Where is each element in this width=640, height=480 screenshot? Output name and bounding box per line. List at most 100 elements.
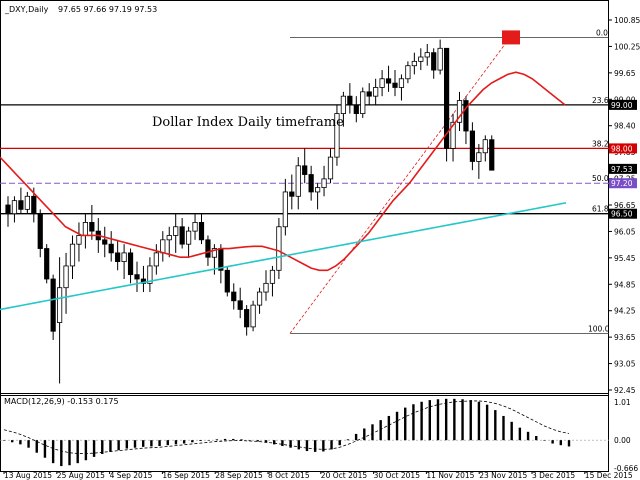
macd-hist-bar	[125, 440, 129, 449]
fib-level-label: 100.0	[588, 324, 610, 333]
y-tick-label: 94.25	[614, 307, 636, 316]
symbol-header: _DXY,Daily	[4, 5, 49, 14]
macd-hist-bar	[215, 439, 219, 441]
candle-body	[108, 243, 114, 254]
macd-hist-bar	[518, 427, 522, 441]
macd-hist-bar	[297, 440, 300, 450]
macd-hist-bar	[273, 440, 276, 445]
fib-level-label: 50.0	[592, 174, 609, 183]
price-box	[609, 178, 637, 189]
macd-hist-bar	[469, 400, 472, 441]
candle-body	[237, 300, 243, 310]
price-box-label: 96.50	[611, 210, 633, 219]
macd-hist-bar	[404, 407, 407, 441]
candle-body	[282, 191, 288, 228]
candle-body	[327, 156, 334, 180]
moving-average-fast	[0, 71, 566, 272]
candle-body	[256, 291, 263, 306]
candle-body	[50, 278, 56, 332]
candle-body	[173, 226, 179, 236]
macd-hist-bar	[387, 415, 391, 441]
y-tick-label: 96.05	[614, 227, 636, 236]
candle-body	[185, 230, 192, 245]
macd-hist-bar	[191, 440, 194, 443]
macd-hist-bar	[133, 440, 137, 448]
candle-body	[205, 239, 211, 258]
macd-hist-bar	[2, 440, 6, 441]
macd-hist-bar	[60, 440, 63, 467]
macd-hist-bar	[256, 440, 260, 442]
macd-hist-bar	[371, 424, 374, 441]
macd-hist-bar	[436, 399, 440, 441]
macd-hist-bar	[27, 440, 30, 448]
candle-body	[489, 139, 495, 171]
y-tick-label: 96.65	[614, 201, 636, 210]
candle-body	[405, 65, 411, 80]
y-tick-label: 100.25	[614, 42, 640, 51]
macd-hist-bar	[453, 398, 456, 441]
macd-hist-bar	[35, 440, 38, 453]
macd-hist-bar	[379, 420, 382, 441]
macd-hist-bar	[502, 415, 505, 441]
macd-hist-bar	[150, 440, 153, 447]
macd-hist-bar	[305, 440, 309, 452]
macd-pane: 1.01 0.00 -0.666	[0, 398, 638, 473]
candle-body	[134, 274, 140, 280]
fib-level-label: 61.8	[592, 205, 609, 214]
candle-body	[179, 226, 185, 245]
candle-body	[302, 165, 308, 175]
macd-hist-bar	[182, 440, 186, 444]
macd-hist-bar	[166, 440, 169, 446]
macd-y-tick-label: 0.00	[614, 436, 631, 445]
candle-body	[347, 95, 353, 106]
macd-hist-bar	[232, 438, 235, 441]
candle-body	[198, 222, 205, 241]
macd-hist-bar	[461, 399, 464, 441]
x-tick-label: 4 Sep 2015	[110, 471, 153, 480]
macd-hist-bar	[412, 404, 415, 441]
candle-body	[127, 252, 134, 276]
y-tick-label: 93.65	[614, 333, 636, 342]
y-tick-label: 93.05	[614, 360, 636, 369]
candle-body	[411, 60, 417, 67]
macd-hist-bar	[248, 440, 251, 441]
candle-body	[37, 213, 43, 249]
candle-body	[321, 178, 327, 188]
candle-body	[308, 174, 314, 193]
candle-body	[334, 113, 340, 158]
candle-body	[437, 47, 443, 71]
candle-body	[418, 56, 424, 62]
fib-level-label: 23.6	[592, 96, 609, 105]
chart-frame	[0, 0, 609, 472]
candle-body	[82, 222, 88, 236]
macd-hist-bar	[92, 440, 96, 457]
candle-body	[147, 265, 153, 284]
macd-y-tick-label: -0.666	[614, 464, 638, 473]
x-tick-label: 25 Aug 2015	[57, 471, 105, 480]
chart-annotation: Dollar Index Daily timeframe	[152, 115, 344, 130]
macd-hist-bar	[363, 428, 366, 441]
candle-body	[69, 243, 76, 267]
macd-hist-bar	[117, 440, 120, 451]
candle-body	[63, 265, 69, 289]
macd-hist-bar	[477, 401, 481, 441]
macd-label: MACD(12,26,9) -0.153 0.175	[4, 397, 119, 406]
x-tick-label: 23 Nov 2015	[479, 471, 527, 480]
y-tick-label: 100.85	[614, 16, 640, 25]
macd-hist-bar	[43, 440, 47, 458]
candle-body	[431, 52, 437, 71]
candle-body	[340, 95, 347, 114]
macd-hist-bar	[264, 440, 268, 443]
x-tick-label: 11 Nov 2015	[426, 471, 474, 480]
y-tick-label: 99.65	[614, 69, 636, 78]
x-tick-label: 3 Dec 2015	[532, 471, 575, 480]
ohlc-header: 97.65 97.66 97.19 97.53	[58, 5, 157, 14]
candle-body	[263, 282, 269, 293]
macd-hist-bar	[322, 440, 325, 452]
candle-body	[211, 248, 217, 258]
candle-body	[392, 82, 398, 88]
price-box	[609, 143, 637, 154]
macd-y-tick-label: 1.01	[614, 398, 631, 407]
candle-body	[244, 309, 250, 328]
